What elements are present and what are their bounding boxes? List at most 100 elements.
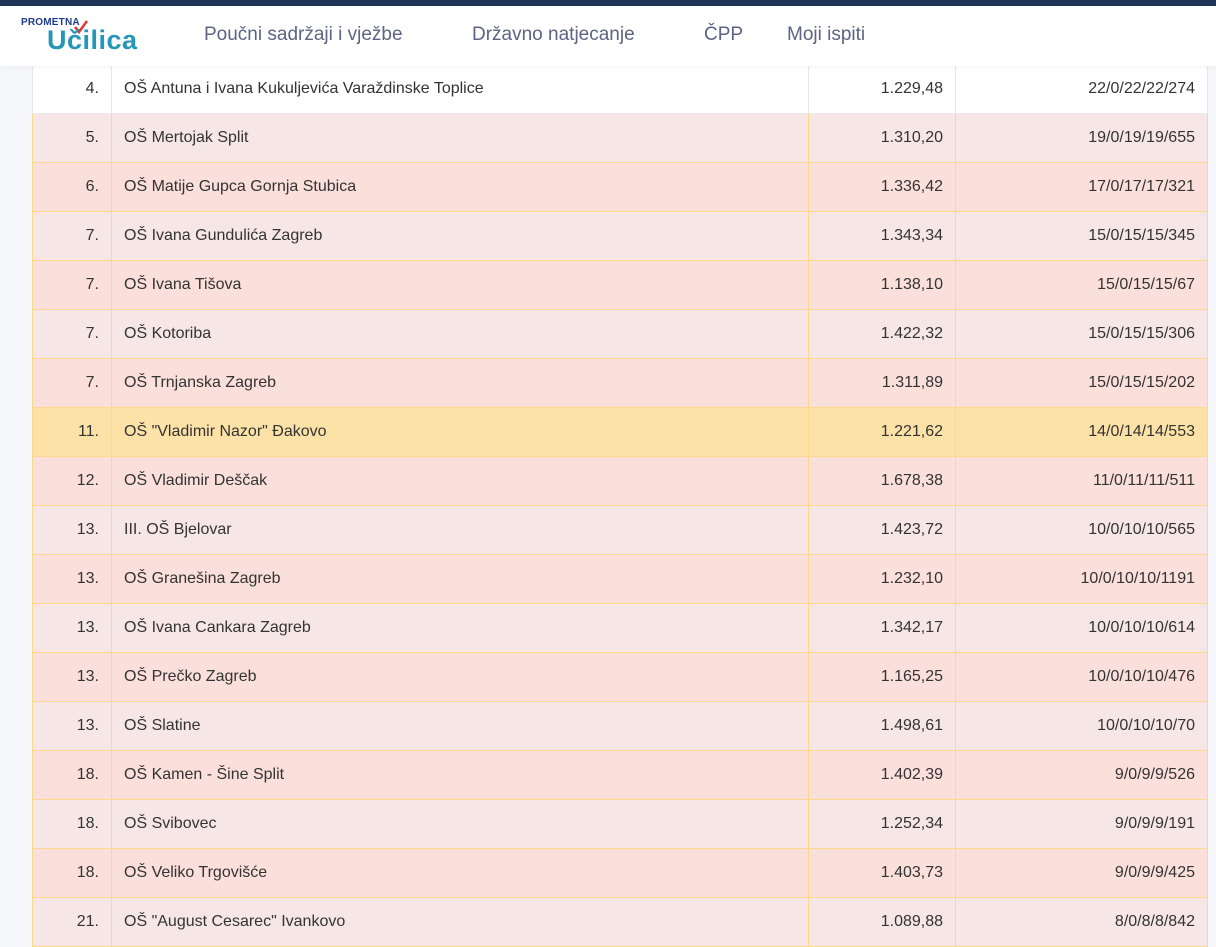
rank-cell: 21. xyxy=(32,897,112,947)
rank-cell: 18. xyxy=(32,848,112,898)
school-cell: OŠ Vladimir Deščak xyxy=(111,456,809,506)
result-cell: 10/0/10/10/614 xyxy=(955,603,1208,653)
rank-cell: 4. xyxy=(32,64,112,114)
nav-poucni-sadrzaji[interactable]: Poučni sadržaji i vježbe xyxy=(204,24,403,45)
result-cell: 11/0/11/11/511 xyxy=(955,456,1208,506)
school-cell: OŠ Kamen - Šine Split xyxy=(111,750,809,800)
result-cell: 10/0/10/10/1191 xyxy=(955,554,1208,604)
logo[interactable]: PROMETNA Učilica xyxy=(21,16,151,62)
rank-cell: 13. xyxy=(32,505,112,555)
result-cell: 10/0/10/10/476 xyxy=(955,652,1208,702)
table-row-highlighted: 11. OŠ "Vladimir Nazor" Đakovo 1.221,62 14/… xyxy=(32,407,1208,457)
table-row: 4. OŠ Antuna i Ivana Kukuljevića Varaždin… xyxy=(32,64,1208,114)
rank-cell: 6. xyxy=(32,162,112,212)
points-cell: 1.422,32 xyxy=(808,309,956,359)
school-cell: III. OŠ Bjelovar xyxy=(111,505,809,555)
school-cell: OŠ Kotoriba xyxy=(111,309,809,359)
rank-cell: 18. xyxy=(32,799,112,849)
points-cell: 1.229,48 xyxy=(808,64,956,114)
rank-cell: 7. xyxy=(32,358,112,408)
result-cell: 15/0/15/15/67 xyxy=(955,260,1208,310)
result-cell: 15/0/15/15/345 xyxy=(955,211,1208,261)
result-cell: 9/0/9/9/425 xyxy=(955,848,1208,898)
result-cell: 22/0/22/22/274 xyxy=(955,64,1208,114)
table-row: 7. OŠ Ivana Gundulića Zagreb 1.343,34 15/0/… xyxy=(32,211,1208,261)
result-cell: 10/0/10/10/565 xyxy=(955,505,1208,555)
result-cell: 9/0/9/9/526 xyxy=(955,750,1208,800)
school-cell: OŠ Ivana Tišova xyxy=(111,260,809,310)
table-row: 7. OŠ Trnjanska Zagreb 1.311,89 15/0/15/15/… xyxy=(32,358,1208,408)
rank-cell: 13. xyxy=(32,652,112,702)
points-cell: 1.252,34 xyxy=(808,799,956,849)
table-row: 5. OŠ Mertojak Split 1.310,20 19/0/19/19/65… xyxy=(32,113,1208,163)
result-cell: 19/0/19/19/655 xyxy=(955,113,1208,163)
logo-top-text: PROMETNA xyxy=(21,17,80,28)
rank-cell: 13. xyxy=(32,701,112,751)
school-cell: OŠ Veliko Trgovišće xyxy=(111,848,809,898)
school-cell: OŠ Ivana Gundulića Zagreb xyxy=(111,211,809,261)
points-cell: 1.343,34 xyxy=(808,211,956,261)
rank-cell: 12. xyxy=(32,456,112,506)
table-row: 13. OŠ Ivana Cankara Zagreb 1.342,17 10/0/1… xyxy=(32,603,1208,653)
points-cell: 1.310,20 xyxy=(808,113,956,163)
table-row: 21. OŠ "August Cesarec" Ivankovo 1.089,88 8… xyxy=(32,897,1208,947)
school-cell: OŠ "Vladimir Nazor" Đakovo xyxy=(111,407,809,457)
points-cell: 1.342,17 xyxy=(808,603,956,653)
points-cell: 1.089,88 xyxy=(808,897,956,947)
school-cell: OŠ Antuna i Ivana Kukuljevića Varaždinsk… xyxy=(111,64,809,114)
top-accent-bar xyxy=(0,0,1216,6)
points-cell: 1.403,73 xyxy=(808,848,956,898)
table-row: 7. OŠ Kotoriba 1.422,32 15/0/15/15/306 xyxy=(32,309,1208,359)
result-cell: 9/0/9/9/191 xyxy=(955,799,1208,849)
points-cell: 1.138,10 xyxy=(808,260,956,310)
result-cell: 10/0/10/10/70 xyxy=(955,701,1208,751)
nav-drzavno-natjecanje[interactable]: Državno natjecanje xyxy=(472,24,635,45)
checkmark-icon xyxy=(74,20,88,34)
table-row: 6. OŠ Matije Gupca Gornja Stubica 1.336,42… xyxy=(32,162,1208,212)
result-cell: 15/0/15/15/306 xyxy=(955,309,1208,359)
nav-moji-ispiti[interactable]: Moji ispiti xyxy=(787,24,866,45)
points-cell: 1.402,39 xyxy=(808,750,956,800)
rank-cell: 18. xyxy=(32,750,112,800)
table-row: 13. OŠ Granešina Zagreb 1.232,10 10/0/10/10… xyxy=(32,554,1208,604)
points-cell: 1.498,61 xyxy=(808,701,956,751)
points-cell: 1.423,72 xyxy=(808,505,956,555)
table-row: 13. OŠ Prečko Zagreb 1.165,25 10/0/10/10/47… xyxy=(32,652,1208,702)
table-row: 12. OŠ Vladimir Deščak 1.678,38 11/0/11/11/… xyxy=(32,456,1208,506)
rank-cell: 7. xyxy=(32,260,112,310)
rank-cell: 13. xyxy=(32,554,112,604)
school-cell: OŠ Mertojak Split xyxy=(111,113,809,163)
school-cell: OŠ Ivana Cankara Zagreb xyxy=(111,603,809,653)
points-cell: 1.678,38 xyxy=(808,456,956,506)
school-cell: OŠ Slatine xyxy=(111,701,809,751)
points-cell: 1.232,10 xyxy=(808,554,956,604)
points-cell: 1.221,62 xyxy=(808,407,956,457)
points-cell: 1.311,89 xyxy=(808,358,956,408)
points-cell: 1.336,42 xyxy=(808,162,956,212)
school-cell: OŠ "August Cesarec" Ivankovo xyxy=(111,897,809,947)
table-row: 18. OŠ Veliko Trgovišće 1.403,73 9/0/9/9/42… xyxy=(32,848,1208,898)
school-cell: OŠ Svibovec xyxy=(111,799,809,849)
rank-cell: 7. xyxy=(32,309,112,359)
points-cell: 1.165,25 xyxy=(808,652,956,702)
nav-cpp[interactable]: ČPP xyxy=(704,24,744,45)
rank-cell: 5. xyxy=(32,113,112,163)
table-row: 7. OŠ Ivana Tišova 1.138,10 15/0/15/15/67 xyxy=(32,260,1208,310)
rank-cell: 7. xyxy=(32,211,112,261)
rank-cell: 13. xyxy=(32,603,112,653)
result-cell: 17/0/17/17/321 xyxy=(955,162,1208,212)
table-row: 13. OŠ Slatine 1.498,61 10/0/10/10/70 xyxy=(32,701,1208,751)
school-cell: OŠ Prečko Zagreb xyxy=(111,652,809,702)
result-cell: 15/0/15/15/202 xyxy=(955,358,1208,408)
table-row: 18. OŠ Svibovec 1.252,34 9/0/9/9/191 xyxy=(32,799,1208,849)
table-row: 13. III. OŠ Bjelovar 1.423,72 10/0/10/10/56… xyxy=(32,505,1208,555)
site-header: PROMETNA Učilica Poučni sadržaji i vježb… xyxy=(0,6,1216,66)
school-cell: OŠ Matije Gupca Gornja Stubica xyxy=(111,162,809,212)
logo-main-text: Učilica xyxy=(47,25,138,55)
results-table: 4. OŠ Antuna i Ivana Kukuljevića Varaždin… xyxy=(32,64,1208,947)
school-cell: OŠ Granešina Zagreb xyxy=(111,554,809,604)
table-row: 18. OŠ Kamen - Šine Split 1.402,39 9/0/9/9/… xyxy=(32,750,1208,800)
result-cell: 14/0/14/14/553 xyxy=(955,407,1208,457)
rank-cell: 11. xyxy=(32,407,112,457)
school-cell: OŠ Trnjanska Zagreb xyxy=(111,358,809,408)
